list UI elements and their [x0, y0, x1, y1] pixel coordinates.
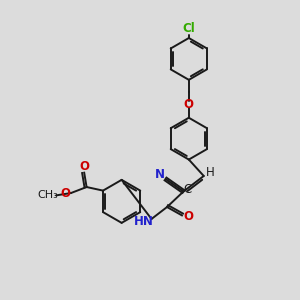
Text: O: O: [183, 210, 193, 224]
Text: CH₃: CH₃: [38, 190, 58, 200]
Text: O: O: [184, 98, 194, 111]
Text: C: C: [184, 183, 192, 196]
Text: H: H: [206, 166, 215, 179]
Text: Cl: Cl: [182, 22, 195, 35]
Text: N: N: [155, 168, 165, 181]
Text: O: O: [60, 187, 70, 200]
Text: HN: HN: [134, 215, 154, 228]
Text: O: O: [80, 160, 89, 173]
